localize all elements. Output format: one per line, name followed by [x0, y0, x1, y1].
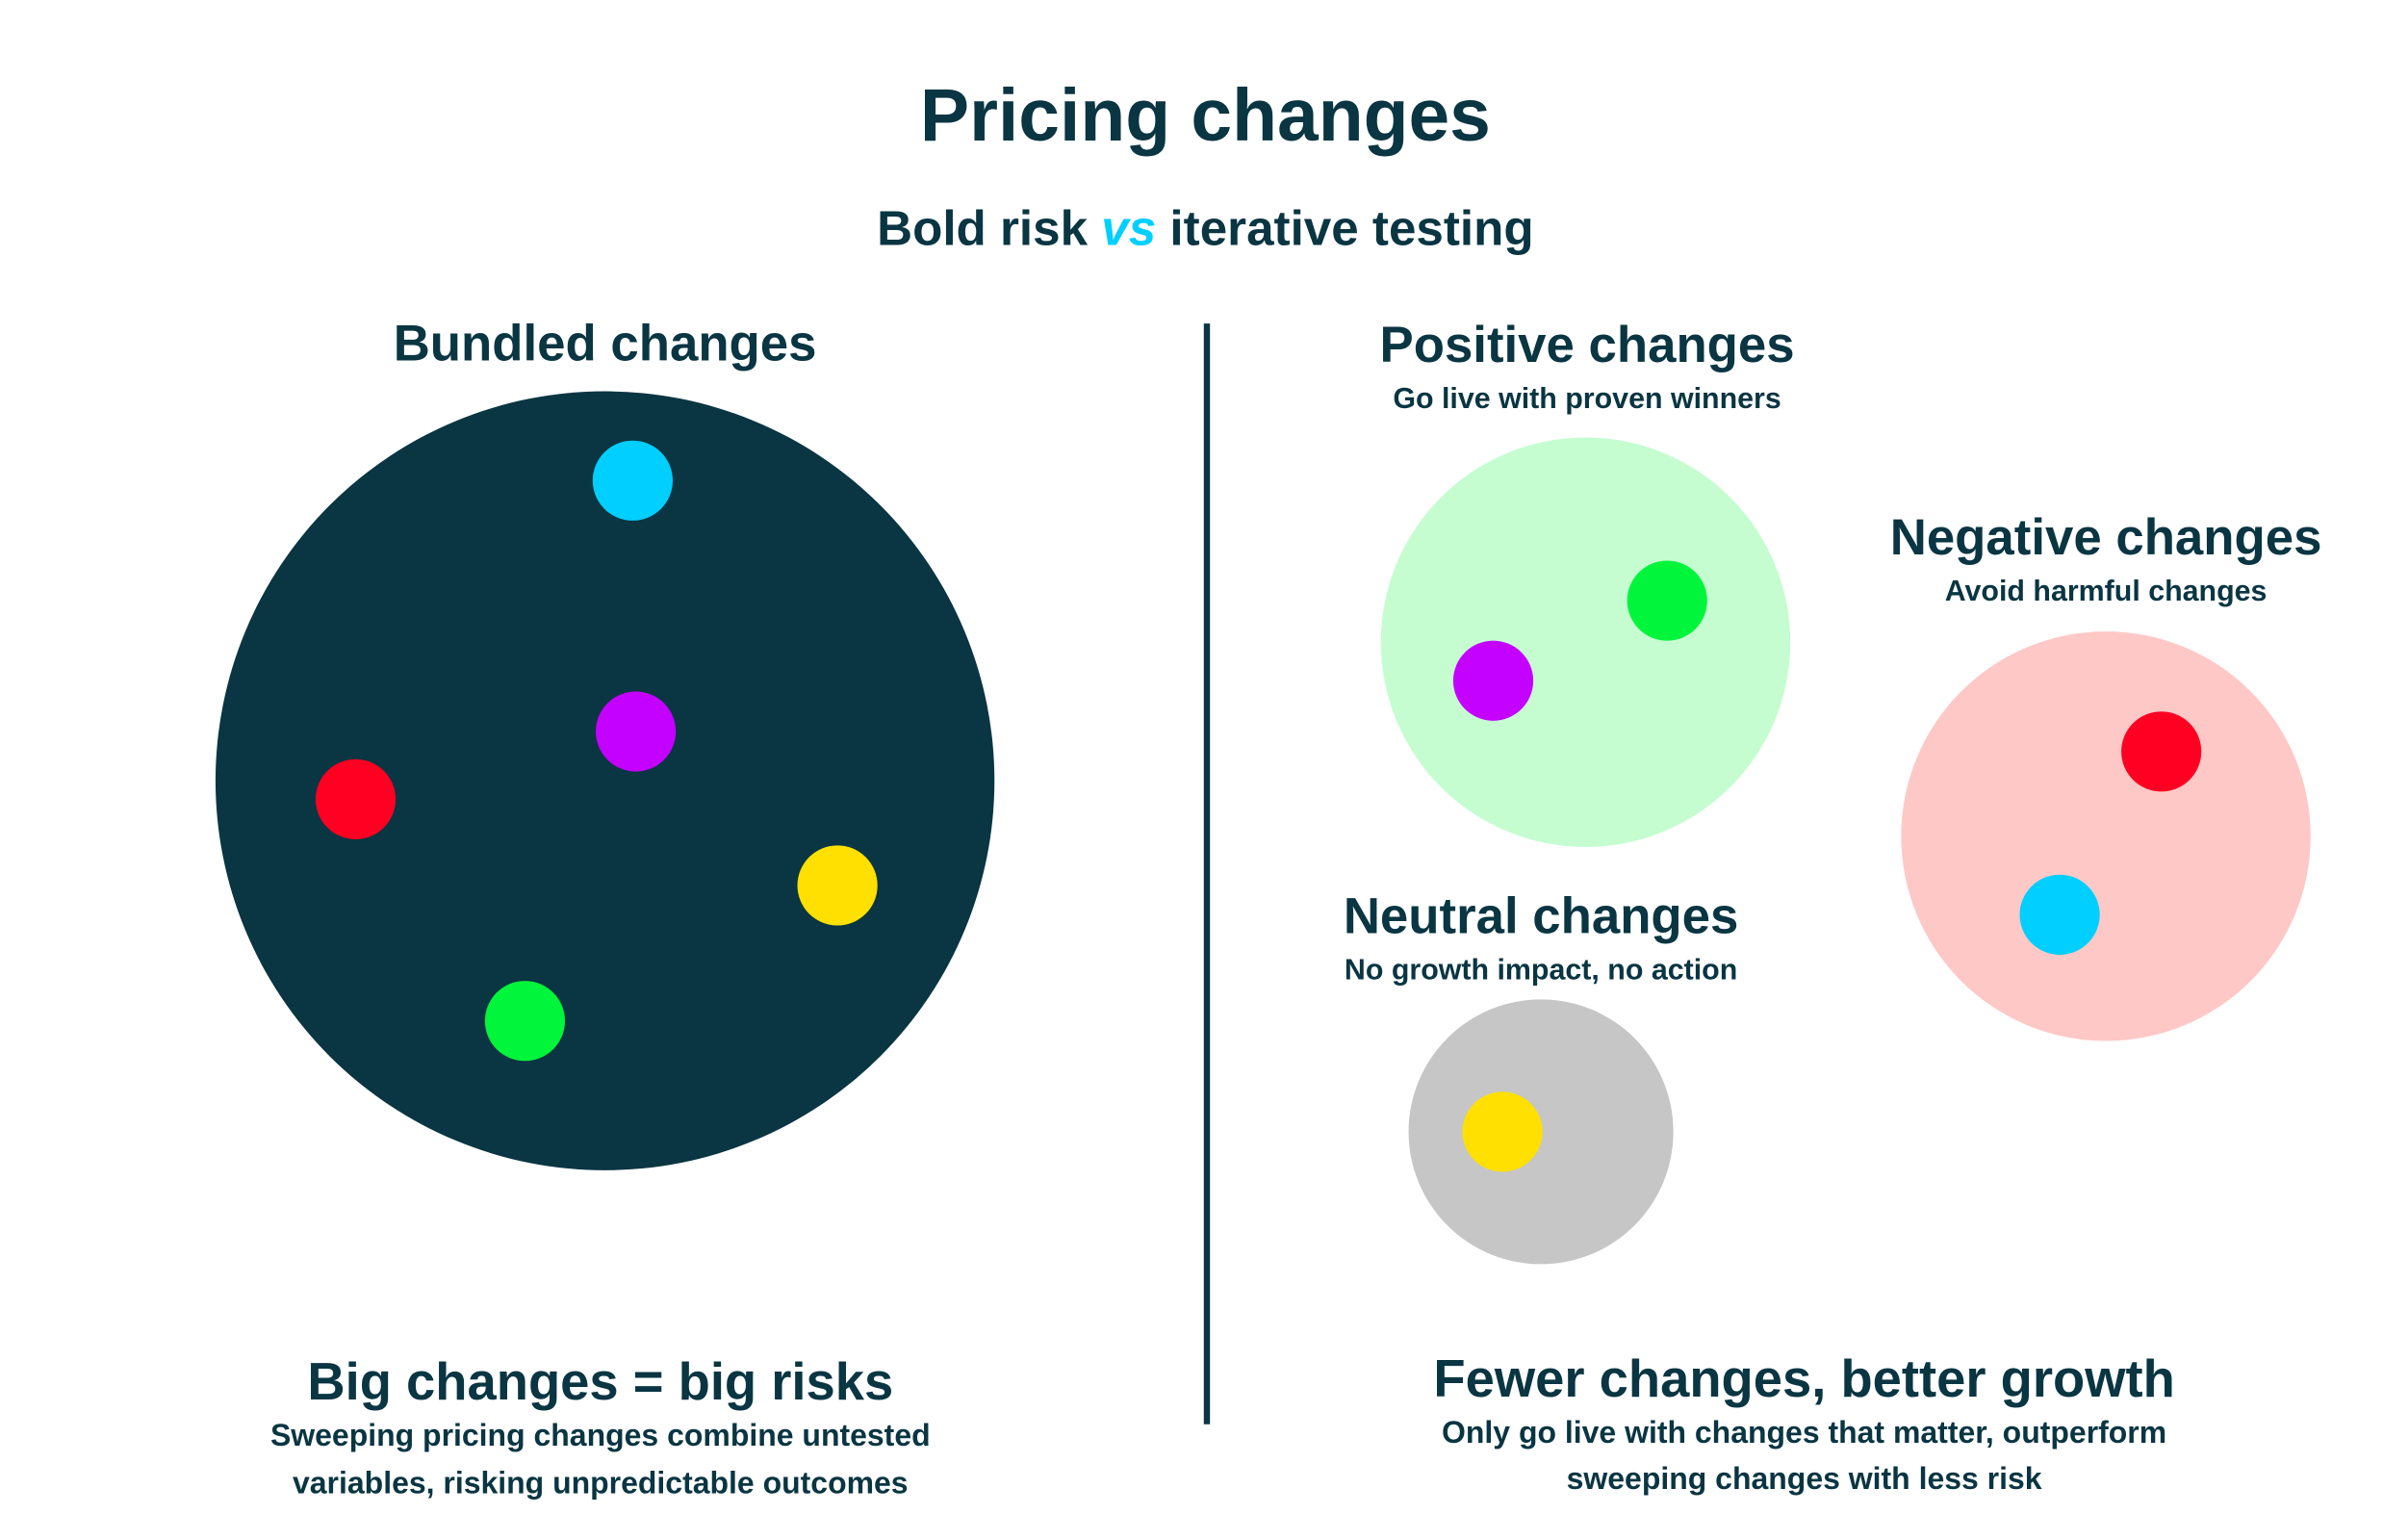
footer-line: Sweeping pricing changes combine unteste…	[270, 1418, 931, 1452]
subtitle-part: iterative testing	[1156, 201, 1533, 256]
subtitle: Bold risk vs iterative testing	[877, 201, 1534, 256]
group-heading: Positive changes	[1380, 317, 1795, 373]
group-circle	[1901, 631, 2311, 1041]
dot	[315, 758, 397, 839]
dot	[484, 981, 566, 1062]
footer-line: sweeping changes with less risk	[1567, 1461, 2042, 1496]
dot	[2121, 711, 2202, 792]
dot	[797, 845, 878, 926]
section-heading: Bundled changes	[394, 316, 817, 372]
bundle-circle	[215, 391, 995, 1170]
dot	[2019, 874, 2100, 955]
footer-line: variables, risking unpredictable outcome…	[293, 1466, 909, 1501]
group-caption: Avoid harmful changes	[1945, 575, 2268, 607]
dot	[592, 440, 673, 521]
group-heading: Negative changes	[1890, 509, 2322, 566]
group-heading: Neutral changes	[1344, 888, 1739, 945]
dot	[1462, 1091, 1543, 1172]
dot	[1452, 640, 1534, 721]
dot	[596, 691, 677, 772]
dot	[1627, 560, 1707, 641]
group-caption: No growth impact, no action	[1345, 954, 1737, 987]
subtitle-part: Bold risk	[877, 201, 1101, 256]
footer-title: Big changes = big risks	[307, 1352, 893, 1411]
subtitle-emphasis: vs	[1101, 201, 1156, 256]
group-caption: Go live with proven winners	[1393, 382, 1781, 415]
footer-title: Fewer changes, better growth	[1433, 1349, 2174, 1408]
group-circle	[1380, 437, 1791, 847]
title: Pricing changes	[920, 75, 1491, 157]
footer-line: Only go live with changes that matter, o…	[1442, 1415, 2166, 1450]
